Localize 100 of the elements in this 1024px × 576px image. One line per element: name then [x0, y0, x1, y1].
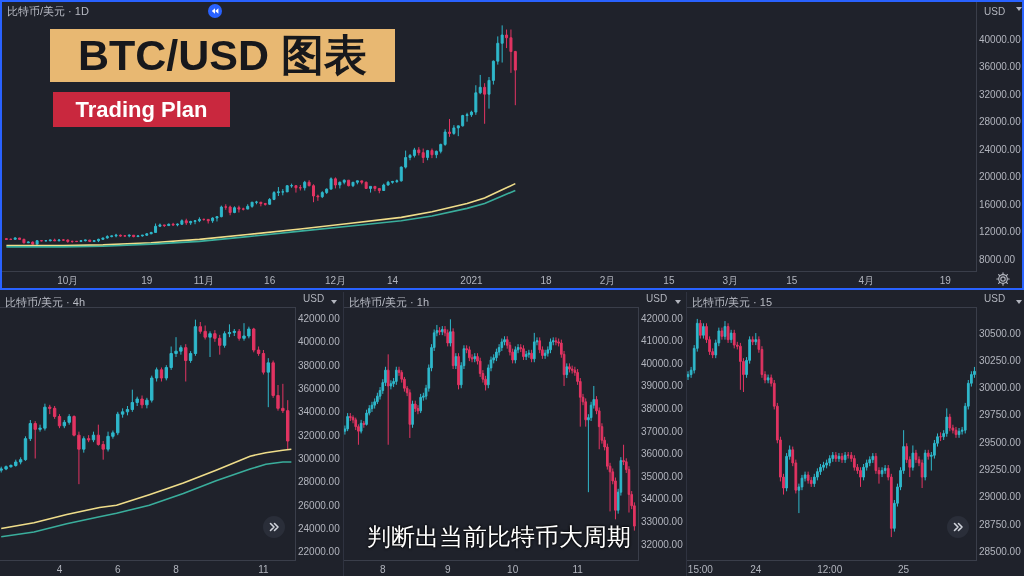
candlestick	[233, 205, 237, 214]
candlestick	[232, 328, 236, 337]
candlestick	[723, 320, 727, 341]
candlestick	[945, 407, 949, 438]
candlestick	[702, 322, 705, 340]
candlestick	[483, 82, 487, 125]
candlestick	[438, 326, 441, 336]
candlestick	[766, 374, 770, 384]
candlestick	[416, 404, 420, 415]
x-tick-label: 15	[786, 275, 798, 286]
candlestick	[347, 179, 351, 187]
chart-title: 比特币/美元 · 4h	[5, 295, 86, 308]
candlestick	[189, 220, 193, 226]
chart-title: 比特币/美元 · 1h	[349, 295, 430, 308]
y-tick-label: 24000.00	[298, 523, 341, 534]
candlestick	[948, 413, 952, 432]
line-series	[0, 461, 293, 538]
y-tick-label: 42000.00	[298, 313, 341, 324]
y-tick-label: 32000.00	[641, 538, 684, 550]
candlestick	[377, 187, 381, 194]
candlestick	[86, 434, 91, 443]
candlestick	[822, 461, 825, 472]
candlestick	[411, 400, 414, 429]
y-tick-label: 38000.00	[298, 359, 341, 371]
x-tick-label: 11	[258, 564, 270, 575]
candlestick	[359, 419, 363, 434]
candlestick	[465, 112, 469, 123]
candlestick	[101, 237, 105, 241]
candlestick	[880, 466, 884, 478]
candlestick	[250, 201, 254, 209]
y-axis-title: USD	[303, 293, 325, 304]
x-tick-label: 3月	[722, 275, 739, 286]
candlestick	[957, 427, 961, 439]
y-tick-label: 34000.00	[298, 406, 341, 418]
y-tick-label: 30500.00	[979, 327, 1022, 339]
x-tick-label: 12月	[324, 275, 346, 286]
candlestick	[184, 343, 188, 382]
candlestick	[48, 239, 52, 242]
candlestick	[237, 328, 241, 342]
candlestick	[954, 426, 958, 439]
y-tick-label: 24000.00	[979, 143, 1022, 155]
y-tick-label: 40000.00	[979, 33, 1022, 45]
y-tick-label: 28750.00	[979, 518, 1022, 530]
candlestick	[478, 74, 482, 95]
candlestick	[365, 409, 368, 427]
candlestick	[228, 205, 232, 216]
candlestick	[105, 234, 109, 240]
candlestick	[294, 185, 298, 194]
candlestick	[145, 232, 149, 237]
y-tick-label: 30000.00	[298, 453, 341, 464]
candlestick	[729, 329, 733, 344]
candlestick	[18, 456, 23, 465]
candlestick	[342, 179, 346, 185]
y-tick-label: 34000.00	[641, 493, 684, 505]
annotation: BTC/USD 图表	[50, 29, 395, 82]
candlestick	[79, 240, 83, 243]
candlestick	[862, 463, 865, 481]
candlestick	[53, 238, 57, 242]
candlestick	[514, 345, 517, 364]
x-tick-label: 6	[114, 564, 121, 575]
candlestick	[303, 180, 307, 192]
y-axis-title: USD	[984, 293, 1006, 304]
candlestick	[473, 352, 477, 363]
candlestick	[222, 330, 227, 349]
candlestick	[333, 176, 337, 189]
candlestick	[130, 389, 135, 413]
candlestick	[698, 319, 702, 340]
candlestick	[171, 222, 175, 227]
candlestick	[530, 349, 533, 363]
y-tick-label: 38000.00	[641, 403, 684, 415]
candlestick	[362, 420, 366, 429]
candlestick	[259, 201, 263, 207]
y-tick-label: 26000.00	[298, 499, 341, 511]
candlestick	[92, 240, 96, 243]
candlestick	[67, 413, 71, 426]
candlestick	[338, 181, 342, 189]
candlestick	[373, 397, 376, 410]
y-tick-label: 28500.00	[979, 545, 1022, 557]
candlestick	[184, 218, 188, 226]
x-tick-label: 9	[444, 564, 451, 575]
candlestick	[31, 240, 35, 245]
y-tick-label: 32000.00	[979, 88, 1022, 100]
candlestick	[720, 327, 724, 341]
candlestick	[449, 318, 452, 347]
candlestick	[348, 412, 352, 422]
candlestick	[419, 393, 422, 414]
candlestick	[13, 236, 17, 240]
y-tick-label: 37000.00	[641, 425, 684, 437]
candlestick	[452, 124, 456, 136]
candlestick	[394, 366, 398, 386]
candlestick	[926, 449, 930, 461]
x-tick-label: 15	[663, 275, 675, 286]
candlestick	[446, 328, 450, 347]
candlestick	[114, 233, 118, 238]
candlestick	[500, 24, 504, 64]
candlestick	[382, 183, 386, 192]
x-tick-label: 14	[386, 275, 399, 286]
annotation: 判断出当前比特币大周期	[366, 522, 632, 552]
candlestick	[732, 329, 736, 349]
candlestick	[118, 234, 122, 238]
